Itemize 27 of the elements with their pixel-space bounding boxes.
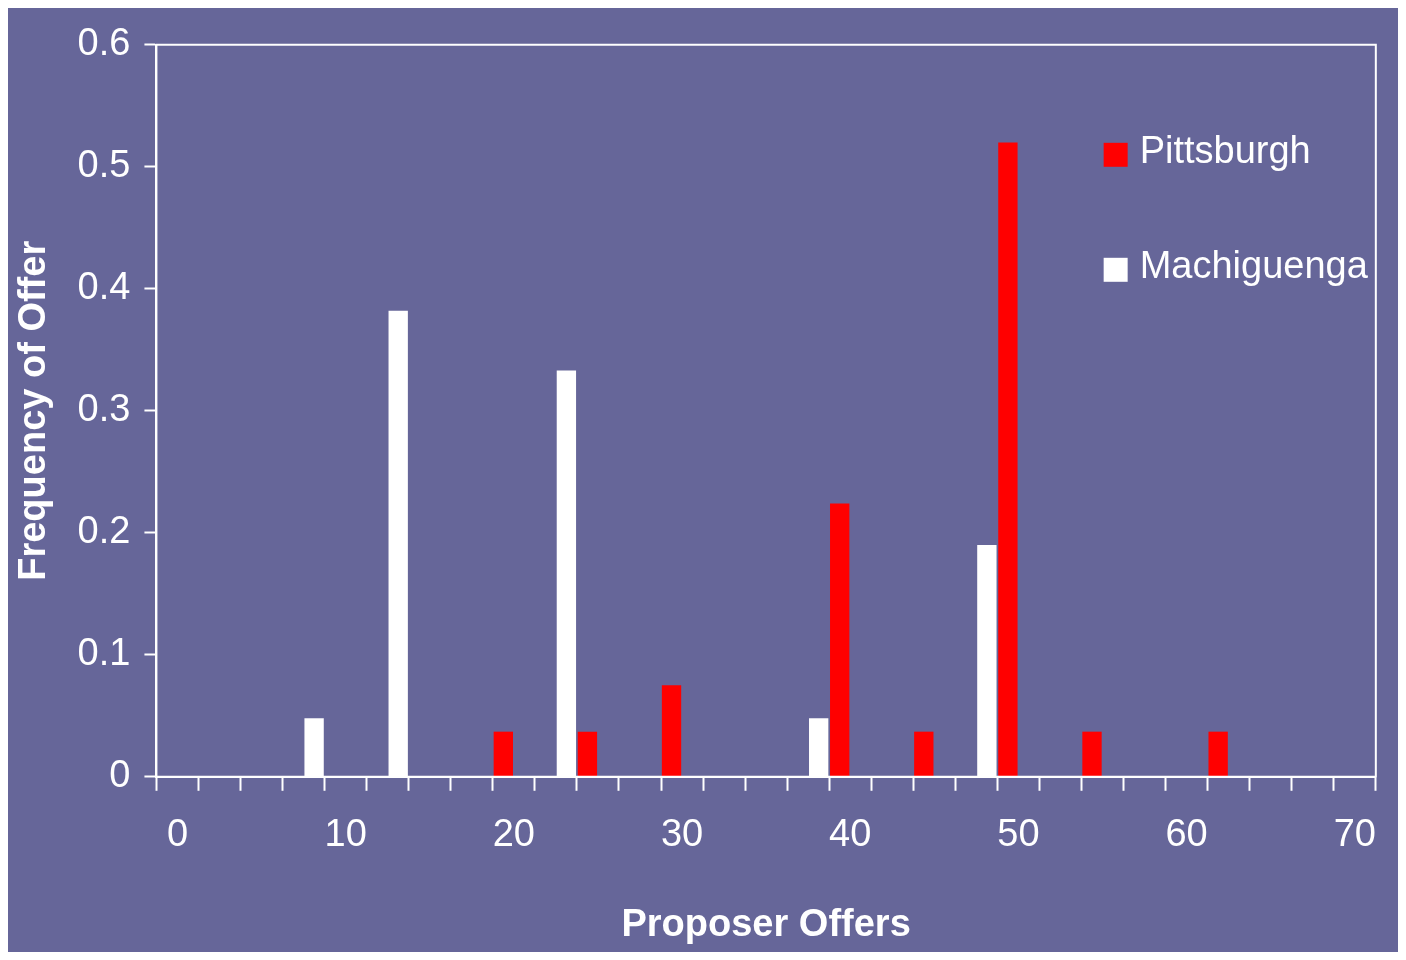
- legend-label: Machiguenga: [1139, 244, 1369, 287]
- y-tick-label: 0.5: [77, 143, 131, 186]
- x-tick-label: 30: [660, 812, 704, 855]
- bar: [577, 731, 598, 777]
- y-tick-label: 0.4: [77, 265, 131, 308]
- x-tick-label: 60: [1165, 812, 1208, 855]
- x-tick-label: 20: [492, 812, 535, 855]
- x-axis-title: Proposer Offers: [621, 901, 911, 944]
- y-tick-label: 0.1: [77, 631, 131, 674]
- y-tick-label: 0.2: [77, 509, 131, 552]
- x-tick-label: 50: [997, 812, 1040, 855]
- bar: [830, 503, 850, 777]
- x-tick-label: 0: [166, 812, 189, 855]
- bar: [1208, 731, 1228, 777]
- bar: [998, 142, 1018, 777]
- legend-label: Pittsburgh: [1139, 129, 1311, 172]
- y-tick-label: 0.3: [77, 387, 131, 430]
- y-tick-label: 0.6: [77, 21, 131, 64]
- bar: [493, 731, 513, 777]
- bar: [1082, 731, 1102, 777]
- y-tick-label: 0: [109, 753, 131, 796]
- bar: [914, 731, 934, 777]
- y-axis-title: Frequency of Offer: [11, 240, 54, 581]
- x-tick-label: 10: [324, 812, 367, 855]
- x-tick-label: 40: [829, 812, 872, 855]
- bar: [661, 685, 682, 777]
- x-tick-label: 70: [1333, 812, 1376, 855]
